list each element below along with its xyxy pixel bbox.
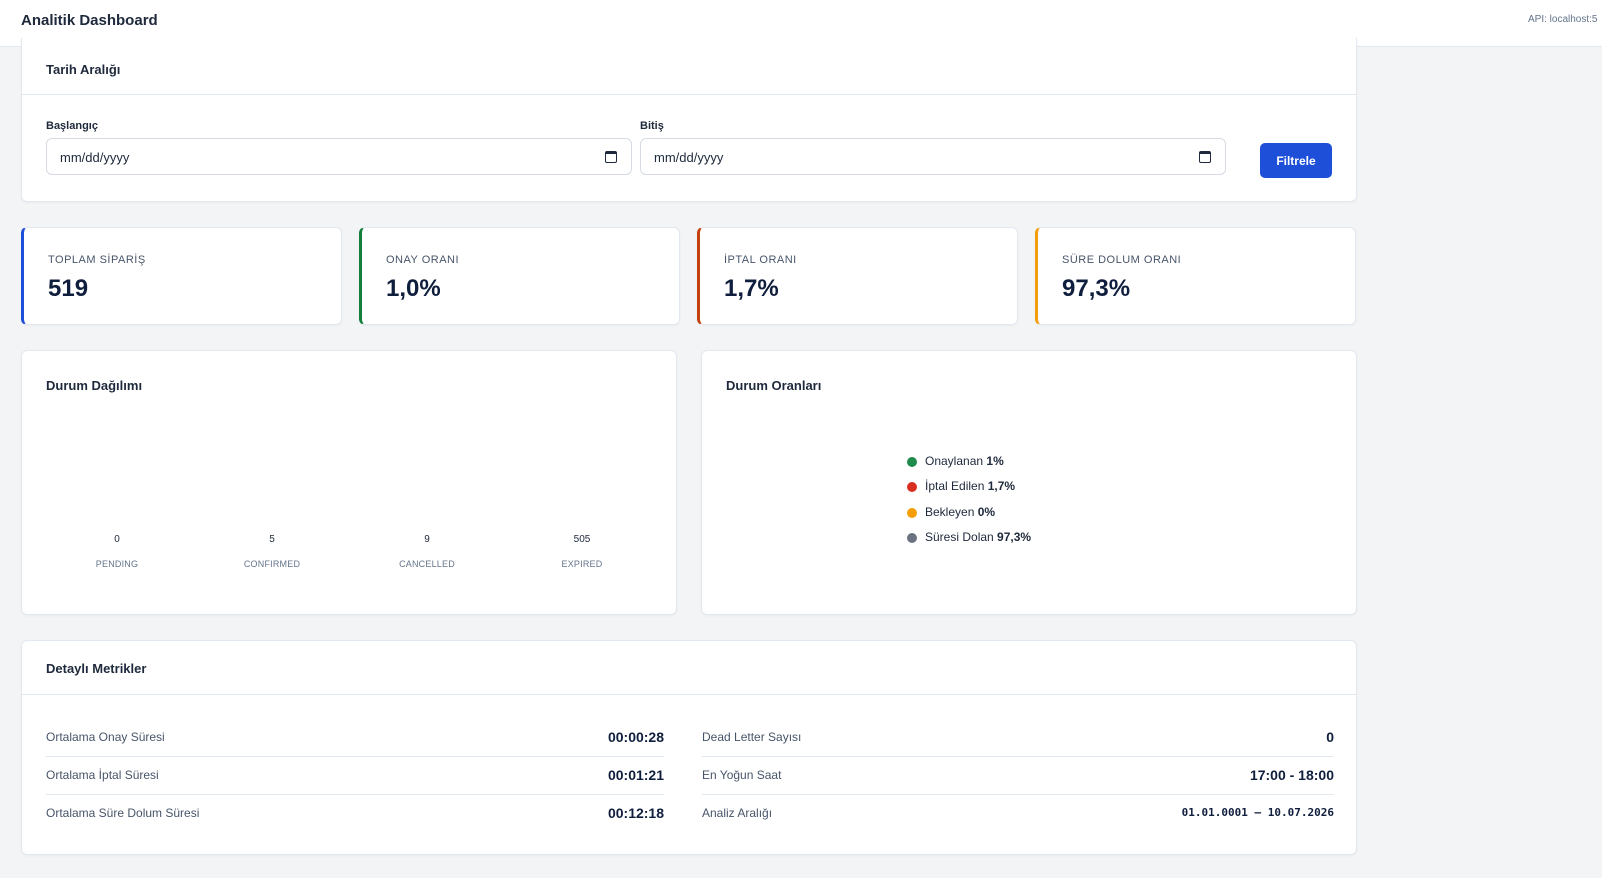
date-range-title: Tarih Aralığı bbox=[46, 62, 121, 77]
status-ratios-card: Durum Oranları Onaylanan 1% İptal Edilen… bbox=[701, 350, 1357, 615]
legend-label: Bekleyen bbox=[925, 505, 975, 519]
status-distribution-card: Durum Dağılımı 0 PENDING 5 CONFIRMED 9 C… bbox=[21, 350, 677, 615]
bar-value: 505 bbox=[573, 534, 591, 545]
start-date-label: Başlangıç bbox=[46, 120, 98, 132]
end-date-value: mm/dd/yyyy bbox=[654, 150, 724, 165]
bar-value: 9 bbox=[424, 534, 430, 545]
filter-button[interactable]: Filtrele bbox=[1260, 143, 1332, 178]
bar-value: 0 bbox=[114, 534, 120, 545]
metric-label: Dead Letter Sayısı bbox=[702, 730, 802, 744]
legend-label: Onaylanan bbox=[925, 454, 984, 468]
date-range-header: Tarih Aralığı bbox=[22, 38, 1356, 95]
legend-value: 0% bbox=[977, 505, 996, 519]
metric-label: En Yoğun Saat bbox=[702, 768, 782, 782]
date-range-card: Tarih Aralığı Başlangıç mm/dd/yyyy Bitiş… bbox=[21, 38, 1357, 202]
status-ratios-title: Durum Oranları bbox=[726, 378, 822, 393]
kpi-label: TOPLAM SİPARİŞ bbox=[48, 254, 146, 266]
metric-row: En Yoğun Saat 17:00 - 18:00 bbox=[702, 757, 1334, 795]
metric-label: Ortalama İptal Süresi bbox=[46, 768, 159, 782]
metrics-title: Detaylı Metrikler bbox=[46, 661, 147, 676]
metric-row: Ortalama Süre Dolum Süresi 00:12:18 bbox=[46, 795, 664, 833]
metric-row: Dead Letter Sayısı 0 bbox=[702, 719, 1334, 757]
legend-dot bbox=[907, 482, 917, 492]
detailed-metrics-card: Detaylı Metrikler Ortalama Onay Süresi 0… bbox=[21, 640, 1357, 855]
metric-value: 01.01.0001 – 10.07.2026 bbox=[1181, 806, 1334, 819]
start-date-input[interactable]: mm/dd/yyyy bbox=[46, 138, 632, 175]
end-date-input[interactable]: mm/dd/yyyy bbox=[640, 138, 1226, 175]
legend-value: 97,3% bbox=[997, 530, 1032, 544]
metric-row: Ortalama İptal Süresi 00:01:21 bbox=[46, 757, 664, 795]
start-date-value: mm/dd/yyyy bbox=[60, 150, 130, 165]
kpi-value: 97,3% bbox=[1062, 275, 1131, 302]
calendar-icon[interactable] bbox=[1199, 151, 1211, 163]
kpi-value: 1,7% bbox=[724, 275, 779, 302]
metric-label: Ortalama Süre Dolum Süresi bbox=[46, 806, 200, 820]
metric-value: 00:12:18 bbox=[607, 805, 664, 821]
legend-label: Süresi Dolan bbox=[925, 530, 994, 544]
kpi-value: 1,0% bbox=[386, 275, 441, 302]
bar-value: 5 bbox=[269, 534, 275, 545]
kpi-label: ONAY ORANI bbox=[386, 254, 460, 266]
metric-value: 00:01:21 bbox=[607, 767, 664, 783]
bar-label: CONFIRMED bbox=[243, 559, 301, 569]
metric-value: 00:00:28 bbox=[607, 729, 664, 745]
legend-dot bbox=[907, 533, 917, 543]
metric-row: Ortalama Onay Süresi 00:00:28 bbox=[46, 719, 664, 757]
legend-dot bbox=[907, 508, 917, 518]
bar-label: EXPIRED bbox=[561, 559, 603, 569]
kpi-value: 519 bbox=[48, 275, 89, 302]
kpi-label: İPTAL ORANI bbox=[724, 254, 797, 266]
legend-value: 1% bbox=[986, 454, 1004, 468]
kpi-label: SÜRE DOLUM ORANI bbox=[1062, 254, 1182, 266]
legend-dot bbox=[907, 457, 917, 467]
metric-value: 0 bbox=[1326, 729, 1334, 745]
api-endpoint-label: API: localhost:5 bbox=[1528, 14, 1598, 25]
app-title: Analitik Dashboard bbox=[21, 12, 158, 29]
end-date-label: Bitiş bbox=[640, 120, 664, 132]
legend-value: 1,7% bbox=[987, 479, 1016, 493]
metrics-header: Detaylı Metrikler bbox=[22, 641, 1356, 695]
metric-label: Analiz Aralığı bbox=[702, 806, 773, 820]
kpi-cancel-rate: İPTAL ORANI 1,7% bbox=[697, 227, 1018, 325]
legend-label: İptal Edilen bbox=[925, 479, 985, 493]
metric-row: Analiz Aralığı 01.01.0001 – 10.07.2026 bbox=[702, 795, 1334, 833]
status-distribution-title: Durum Dağılımı bbox=[46, 378, 143, 393]
kpi-approval-rate: ONAY ORANI 1,0% bbox=[359, 227, 680, 325]
bar-label: CANCELLED bbox=[399, 559, 455, 569]
calendar-icon[interactable] bbox=[605, 151, 617, 163]
metric-label: Ortalama Onay Süresi bbox=[46, 730, 165, 744]
metric-value: 17:00 - 18:00 bbox=[1249, 767, 1334, 783]
kpi-total-orders: TOPLAM SİPARİŞ 519 bbox=[21, 227, 342, 325]
bar-label: PENDING bbox=[95, 559, 139, 569]
kpi-expiry-rate: SÜRE DOLUM ORANI 97,3% bbox=[1035, 227, 1356, 325]
